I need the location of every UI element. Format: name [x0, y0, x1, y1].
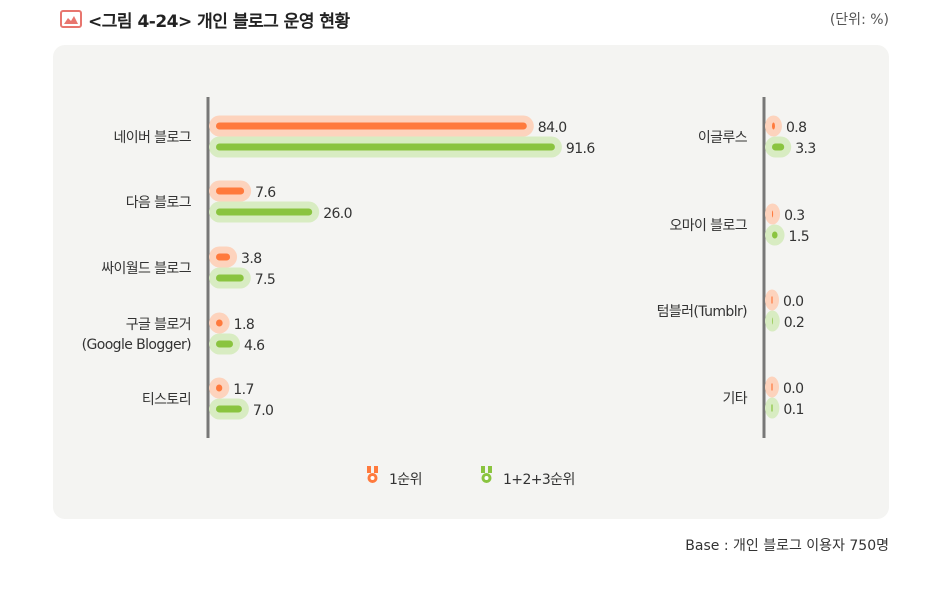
base-note: Base : 개인 블로그 이용자 750명 — [685, 538, 889, 554]
legend-label-first: 1순위 — [389, 472, 422, 488]
data-label: 7.0 — [253, 403, 273, 419]
bar-first-rank — [771, 296, 773, 304]
figure-header: <그림 4-24> 개인 블로그 운영 현황 — [60, 6, 350, 32]
bar-first-rank — [772, 122, 775, 130]
bar-top3-rank — [216, 208, 313, 216]
data-label: 0.0 — [783, 294, 803, 310]
data-label: 3.3 — [795, 141, 815, 157]
category-label: 기타 — [722, 391, 747, 407]
data-label: 7.6 — [255, 185, 276, 201]
bar-first-rank — [216, 187, 245, 195]
category-label: 네이버 블로그 — [113, 130, 191, 146]
data-label: 0.1 — [783, 402, 803, 418]
data-label: 0.3 — [784, 208, 804, 224]
data-label: 0.0 — [783, 381, 803, 397]
bar-top3-rank — [772, 143, 785, 151]
category-label: 싸이월드 블로그 — [101, 261, 192, 277]
bar-first-rank — [216, 122, 527, 130]
data-label: 4.6 — [244, 338, 265, 354]
bar-first-rank — [772, 210, 774, 218]
category-label: 오마이 블로그 — [669, 218, 747, 234]
data-label: 1.5 — [789, 229, 809, 245]
category-label: 이글루스 — [698, 130, 748, 146]
category-label: 티스토리 — [142, 392, 191, 408]
data-label: 1.7 — [233, 382, 253, 398]
bar-top3-rank — [216, 274, 244, 282]
bar-first-rank — [216, 319, 223, 327]
data-label: 7.5 — [255, 272, 275, 288]
bar-top3-rank — [772, 231, 778, 239]
bar-first-rank — [216, 253, 231, 261]
bar-top3-rank — [772, 317, 773, 325]
legend-label-top3: 1+2+3순위 — [503, 472, 575, 488]
bar-top3-rank — [216, 143, 555, 151]
unit-label: (단위: %) — [829, 12, 889, 28]
bar-top3-rank — [216, 340, 234, 348]
data-label: 26.0 — [323, 206, 352, 222]
legend-top3-rank-icon — [481, 466, 492, 483]
bar-first-rank — [216, 384, 223, 392]
category-label: (Google Blogger) — [82, 337, 191, 353]
data-label: 1.8 — [234, 317, 254, 333]
data-label: 3.8 — [241, 251, 261, 267]
category-label: 텀블러(Tumblr) — [657, 304, 748, 320]
data-label: 0.2 — [784, 315, 804, 331]
bar-top3-rank — [771, 404, 773, 412]
figure-title: <그림 4-24> 개인 블로그 운영 현황 — [88, 11, 350, 32]
data-label: 84.0 — [538, 120, 567, 136]
data-label: 0.8 — [786, 120, 806, 136]
legend-first-rank-icon — [367, 466, 378, 483]
category-label: 다음 블로그 — [126, 195, 192, 211]
bar-top3-rank — [216, 405, 242, 413]
chart-image-icon — [60, 10, 82, 28]
category-label: 구글 블로거 — [126, 317, 191, 333]
data-label: 91.6 — [566, 141, 595, 157]
bar-first-rank — [771, 383, 773, 391]
